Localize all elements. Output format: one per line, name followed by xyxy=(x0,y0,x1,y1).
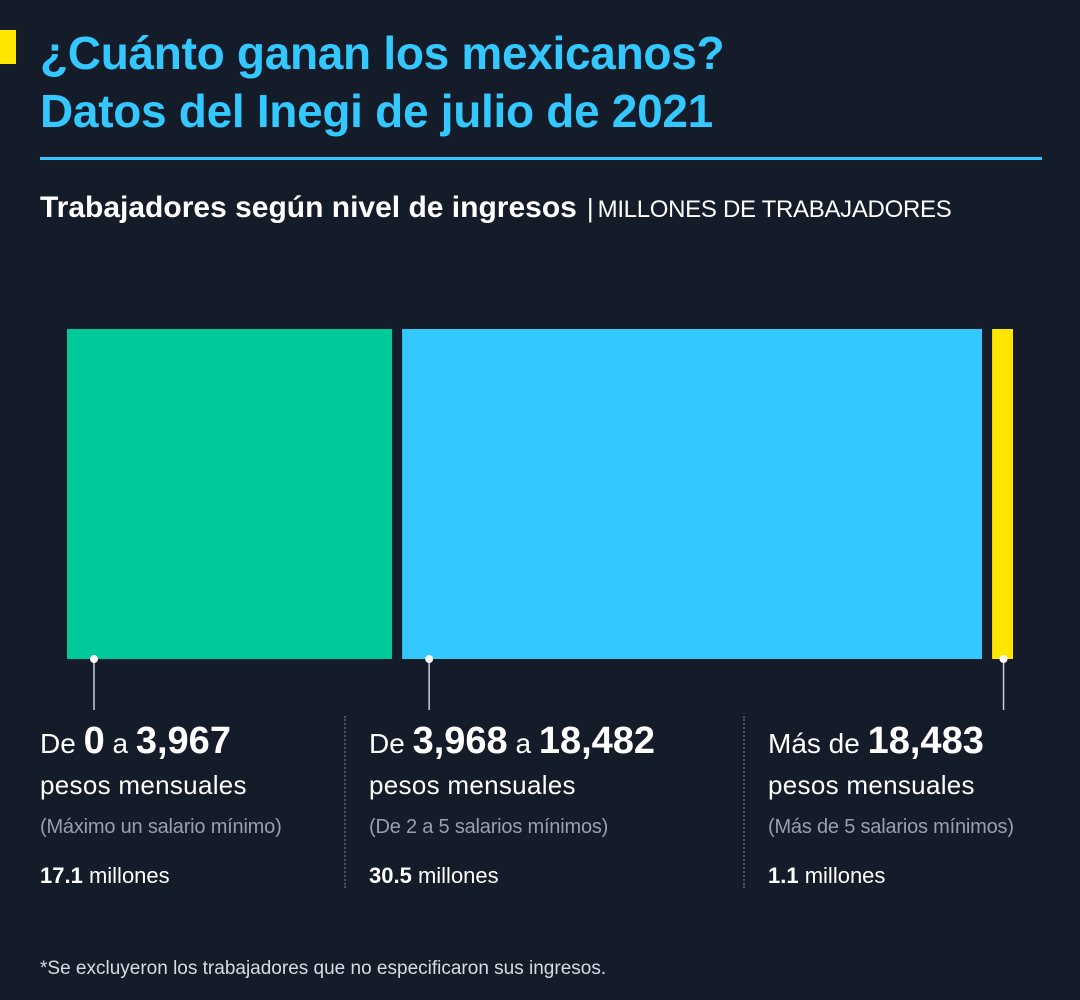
leader-dot xyxy=(90,655,98,663)
range-low-value: 3,968 xyxy=(412,720,508,762)
income-group-mid: De 3,968 a 18,482 pesos mensuales (De 2 … xyxy=(369,716,655,891)
range-connector: a xyxy=(515,728,532,759)
leader-dot xyxy=(999,655,1008,663)
title-line-2: Datos del Inegi de julio de 2021 xyxy=(40,85,713,137)
range-period: pesos mensuales xyxy=(40,770,247,800)
worker-count: 1.1 millones xyxy=(768,861,1014,891)
range-high-value: 3,967 xyxy=(135,720,231,762)
range-high-value: 18,483 xyxy=(867,720,984,762)
range-note: (Más de 5 salarios mínimos) xyxy=(768,816,1014,838)
range-period: pesos mensuales xyxy=(369,770,576,800)
count-value: 30.5 xyxy=(369,863,412,888)
worker-count: 17.1 millones xyxy=(40,861,282,891)
page-title: ¿Cuánto ganan los mexicanos? Datos del I… xyxy=(40,24,1050,140)
count-value: 1.1 xyxy=(768,863,799,888)
worker-count: 30.5 millones xyxy=(369,861,655,891)
chart-subtitle: Trabajadores según nivel de ingresos | MIL… xyxy=(40,186,1000,235)
income-range: De 3,968 a 18,482 xyxy=(369,716,655,769)
income-group-low: De 0 a 3,967 pesos mensuales (Máximo un … xyxy=(40,716,282,891)
count-unit: millones xyxy=(804,863,886,888)
income-range: De 0 a 3,967 xyxy=(40,716,282,769)
range-note: (De 2 a 5 salarios mínimos) xyxy=(369,816,609,838)
accent-bar xyxy=(0,30,16,64)
income-range: Más de 18,483 xyxy=(768,716,1014,769)
range-prefix: De xyxy=(369,728,405,759)
range-period: pesos mensuales xyxy=(768,770,975,800)
title-divider xyxy=(40,157,1042,160)
count-value: 17.1 xyxy=(40,863,83,888)
leader-dot xyxy=(425,655,434,663)
count-unit: millones xyxy=(88,863,170,888)
subtitle-unit: MILLONES DE TRABAJADORES xyxy=(597,196,952,223)
segment-high-income xyxy=(992,329,1013,659)
range-note: (Máximo un salario mínimo) xyxy=(40,816,282,838)
range-connector: a xyxy=(112,728,129,759)
segment-low-income xyxy=(67,329,393,659)
footnote: *Se excluyeron los trabajadores que no e… xyxy=(40,958,607,979)
title-line-1: ¿Cuánto ganan los mexicanos? xyxy=(40,27,725,79)
range-low-value: 0 xyxy=(83,720,105,762)
range-prefix: De xyxy=(40,728,76,759)
range-high-value: 18,482 xyxy=(538,720,656,762)
income-group-high: Más de 18,483 pesos mensuales (Más de 5 … xyxy=(768,716,1014,891)
column-separator xyxy=(743,716,745,888)
subtitle-separator: | xyxy=(586,193,594,223)
range-prefix: Más de xyxy=(768,728,860,759)
column-separator xyxy=(344,716,346,888)
segment-mid-income xyxy=(402,329,983,659)
count-unit: millones xyxy=(417,863,499,888)
subtitle-main: Trabajadores según nivel de ingresos xyxy=(40,191,577,224)
